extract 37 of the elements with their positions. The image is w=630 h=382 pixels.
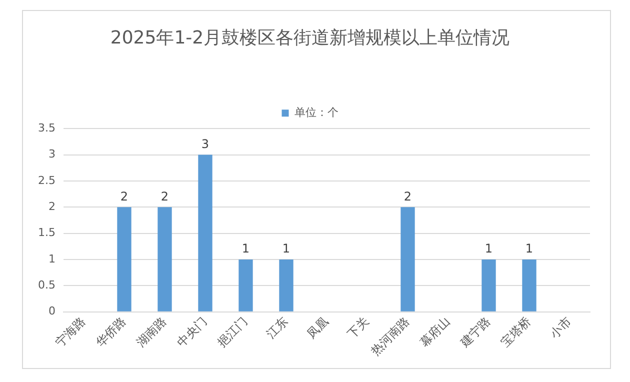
x-tick-label: 建宁路: [457, 314, 494, 350]
y-tick-label: 3.5: [38, 121, 56, 134]
data-label: 2: [404, 189, 412, 204]
y-tick-label: 2: [48, 200, 56, 214]
y-tick-label: 3: [48, 148, 56, 161]
bar: [158, 207, 172, 312]
x-tick-label: 湖南路: [134, 314, 170, 350]
data-label: 2: [120, 189, 128, 204]
x-tick-label: 挹江门: [214, 314, 250, 350]
chart-title: 2025年1-2月鼓楼区各街道新增规模以上单位情况: [110, 27, 510, 48]
x-tick-label: 华侨路: [93, 314, 129, 350]
x-tick-label: 宁海路: [52, 314, 88, 350]
y-tick-label: 1: [48, 252, 56, 266]
bar: [482, 260, 496, 312]
x-tick-label: 幕府山: [417, 314, 453, 350]
data-label: 1: [525, 242, 534, 256]
y-tick-label: 0.5: [38, 278, 56, 292]
x-tick-label: 凤凰: [304, 314, 332, 342]
legend-label: 单位：个: [294, 106, 338, 119]
x-tick-label: 江东: [264, 314, 291, 342]
bar: [400, 207, 415, 312]
data-label: 1: [484, 242, 493, 256]
bar: [522, 260, 536, 312]
y-tick-label: 2.5: [38, 174, 56, 187]
data-label: 3: [201, 136, 210, 151]
x-tick-label: 宝塔桥: [498, 314, 534, 350]
y-tick-label: 0: [48, 304, 56, 318]
bar: [198, 154, 212, 312]
bar: [117, 207, 132, 312]
data-label: 2: [160, 189, 169, 204]
bar: [279, 260, 294, 312]
y-tick-label: 1.5: [38, 226, 56, 240]
x-tick-label: 小市: [547, 314, 574, 342]
bar: [238, 260, 253, 312]
data-label: 1: [282, 242, 290, 256]
data-label: 1: [242, 242, 250, 256]
x-tick-label: 中央门: [174, 314, 210, 350]
